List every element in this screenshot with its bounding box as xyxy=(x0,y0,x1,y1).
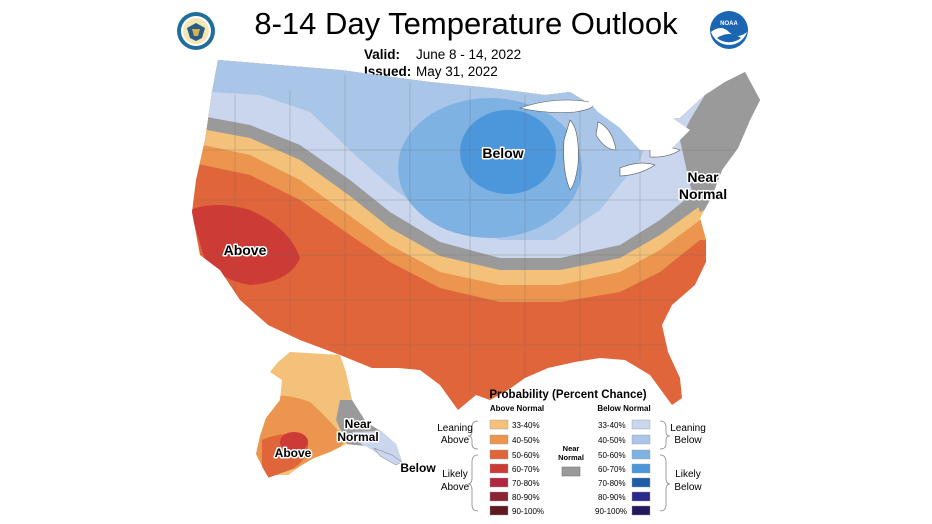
likely-below-2: Below xyxy=(674,482,702,493)
legend-swatch-above-90-100 xyxy=(489,505,509,516)
valid-line: Valid: June 8 - 14, 2022 xyxy=(364,47,521,62)
legend-swatch-above-70-80 xyxy=(489,477,509,488)
legend-swatch-below-90-100 xyxy=(631,505,651,516)
label-ak-near-2: Normal xyxy=(337,430,378,444)
legend-above-swatches xyxy=(489,419,509,516)
legend-swatch-above-40-50 xyxy=(489,434,509,445)
legend-below-range: 50-60% xyxy=(598,451,626,460)
legend-above-range: 40-50% xyxy=(512,436,540,445)
legend-swatch-above-80-90 xyxy=(489,491,509,502)
legend-above-range: 70-80% xyxy=(512,479,540,488)
legend-below-header: Below Normal xyxy=(597,404,650,413)
label-near-ne-1: Near xyxy=(687,169,719,185)
legend-swatch-below-33-40 xyxy=(631,419,651,430)
band-below-60-70 xyxy=(460,110,556,194)
leaning-below-1: Leaning xyxy=(670,423,706,434)
legend-above-range: 90-100% xyxy=(512,507,544,516)
legend-below-range: 80-90% xyxy=(598,493,626,502)
leaning-above-2: Above xyxy=(441,435,470,446)
legend-below-labels: 33-40% 40-50% 50-60% 60-70% 70-80% 80-90… xyxy=(595,421,627,516)
legend-above-range: 50-60% xyxy=(512,451,540,460)
legend-swatch-below-70-80 xyxy=(631,477,651,488)
likely-above-2: Above xyxy=(441,482,470,493)
likely-below-1: Likely xyxy=(675,469,701,480)
legend-swatch-above-50-60 xyxy=(489,449,509,460)
legend-swatch-above-33-40 xyxy=(489,419,509,430)
label-near-ne-2: Normal xyxy=(679,186,727,202)
doc-seal-icon xyxy=(177,12,215,50)
legend-below-swatches xyxy=(631,419,651,516)
legend-swatch-below-40-50 xyxy=(631,434,651,445)
legend-swatch-below-50-60 xyxy=(631,449,651,460)
legend-below-range: 90-100% xyxy=(595,507,627,516)
aleutian-islands xyxy=(373,447,412,470)
band-near-normal-ne xyxy=(680,72,760,212)
legend-near-2: Normal xyxy=(558,453,584,462)
label-above-main: Above xyxy=(224,242,267,258)
legend-above-range: 80-90% xyxy=(512,493,540,502)
legend-above-range: 60-70% xyxy=(512,465,540,474)
legend-below-range: 40-50% xyxy=(598,436,626,445)
legend-below-range: 60-70% xyxy=(598,465,626,474)
legend-above-labels: 33-40% 40-50% 50-60% 60-70% 70-80% 80-90… xyxy=(512,421,544,516)
legend-title: Probability (Percent Chance) xyxy=(489,389,646,401)
band-above-60-70 xyxy=(192,205,300,285)
conus-region xyxy=(192,60,760,410)
noaa-logo-text: NOAA xyxy=(720,21,738,27)
label-ak-above: Above xyxy=(275,446,312,460)
valid-label: Valid: xyxy=(364,47,401,62)
legend-swatch-above-60-70 xyxy=(489,463,509,474)
legend-swatch-near-normal xyxy=(561,466,581,477)
legend-near-1: Near xyxy=(563,444,580,453)
legend-below-range: 70-80% xyxy=(598,479,626,488)
leaning-above-1: Leaning xyxy=(437,423,473,434)
label-ak-near-1: Near xyxy=(345,417,372,431)
issued-value: May 31, 2022 xyxy=(416,64,498,79)
legend-swatch-below-80-90 xyxy=(631,491,651,502)
legend-below-range: 33-40% xyxy=(598,421,626,430)
likely-above-1: Likely xyxy=(442,469,468,480)
leaning-below-2: Below xyxy=(674,435,702,446)
legend-swatch-below-60-70 xyxy=(631,463,651,474)
great-lakes xyxy=(518,92,690,191)
legend-above-range: 33-40% xyxy=(512,421,540,430)
legend-above-header: Above Normal xyxy=(490,404,544,413)
noaa-logo-icon: NOAA xyxy=(710,11,748,49)
page-title: 8-14 Day Temperature Outlook xyxy=(254,6,678,41)
valid-value: June 8 - 14, 2022 xyxy=(416,47,522,62)
legend: Probability (Percent Chance) Above Norma… xyxy=(437,389,706,516)
issued-line: Issued: May 31, 2022 xyxy=(364,64,498,79)
label-ak-below: Below xyxy=(400,461,436,475)
label-below-main: Below xyxy=(482,145,523,161)
